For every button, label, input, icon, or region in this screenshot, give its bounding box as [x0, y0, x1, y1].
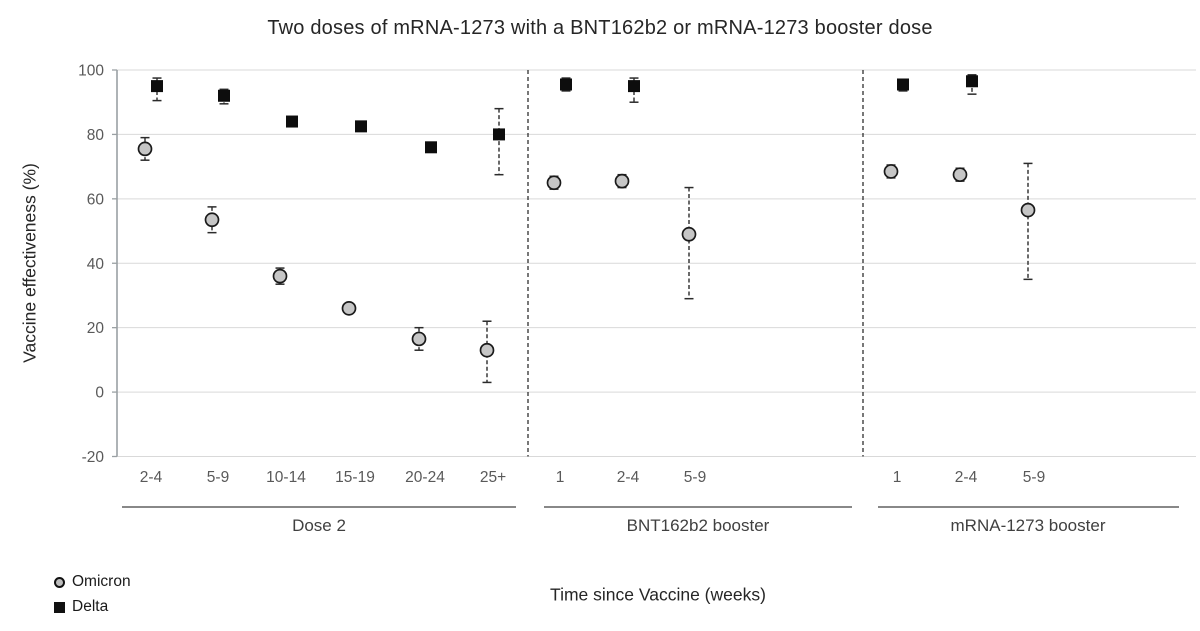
x-tick-label: 2-4 [617, 469, 640, 486]
data-point-omicron [883, 164, 899, 179]
chart-title: Two doses of mRNA-1273 with a BNT162b2 o… [267, 17, 933, 39]
data-point-delta [151, 80, 163, 93]
delta-square-marker-icon [54, 601, 65, 613]
legend-label-delta: Delta [72, 598, 109, 615]
x-tick-label: 1 [556, 469, 565, 486]
x-tick-label: 5-9 [684, 469, 706, 486]
legend-item-delta: Delta [54, 596, 131, 618]
y-tick-label: 40 [87, 256, 105, 273]
x-tick-label: 2-4 [955, 469, 978, 486]
data-point-omicron [479, 342, 495, 358]
x-tick-label: 5-9 [1023, 469, 1045, 486]
data-point-delta [355, 120, 367, 133]
group-label: mRNA-1273 booster [951, 516, 1106, 535]
legend: Omicron Delta [54, 571, 131, 621]
y-tick-label: 100 [78, 63, 104, 80]
data-point-delta [286, 115, 298, 128]
data-point-delta [628, 80, 640, 93]
data-point-delta [493, 128, 505, 141]
y-tick-label: 20 [87, 320, 105, 337]
x-tick-label: 20-24 [405, 469, 445, 486]
x-tick-label: 10-14 [266, 469, 306, 486]
data-point-delta [425, 141, 437, 154]
x-tick-label: 1 [893, 469, 902, 486]
data-point-omicron [681, 226, 697, 242]
x-tick-label: 5-9 [207, 469, 229, 486]
x-axis-title: Time since Vaccine (weeks) [550, 584, 766, 605]
legend-label-omicron: Omicron [72, 573, 131, 590]
data-point-omicron [614, 173, 630, 189]
x-tick-label: 15-19 [335, 469, 375, 486]
data-point-delta [897, 78, 909, 91]
y-tick-label: -20 [82, 449, 105, 466]
data-point-omicron [1020, 202, 1036, 218]
data-point-omicron [411, 331, 427, 347]
data-point-delta [560, 78, 572, 91]
group-label: BNT162b2 booster [627, 516, 770, 535]
data-point-omicron [952, 167, 968, 183]
y-tick-label: 0 [95, 385, 104, 402]
group-label: Dose 2 [292, 516, 346, 535]
x-tick-label: 25+ [480, 469, 506, 486]
data-point-delta [218, 89, 230, 102]
y-tick-label: 80 [87, 127, 105, 144]
y-tick-label: 60 [87, 191, 105, 208]
x-tick-label: 2-4 [140, 469, 163, 486]
data-point-omicron [137, 141, 153, 157]
omicron-circle-marker-icon [54, 576, 65, 588]
data-point-omicron [204, 212, 220, 228]
legend-item-omicron: Omicron [54, 571, 131, 593]
data-point-delta [966, 75, 978, 88]
data-point-omicron [272, 268, 288, 284]
data-point-omicron [546, 175, 562, 191]
data-point-omicron [341, 300, 357, 316]
